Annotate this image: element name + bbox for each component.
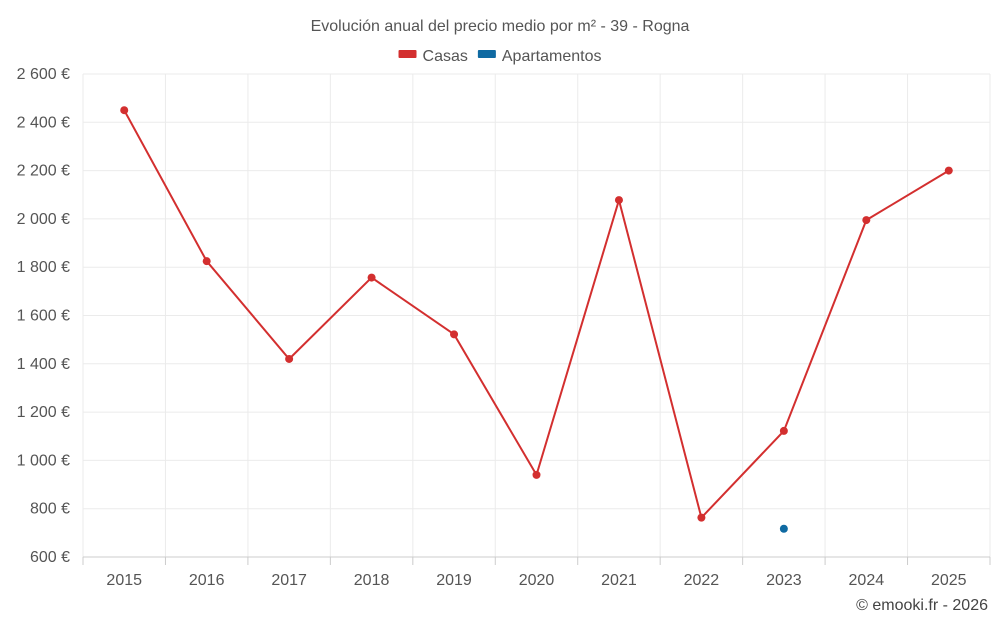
x-tick-label: 2022 [684, 572, 720, 589]
x-tick-label: 2020 [519, 572, 555, 589]
data-point-casas[interactable] [779, 426, 788, 435]
x-axis: 2015 2016 2017 2018 2019 2020 2021 2022 2023 2024… [82, 557, 991, 589]
legend-swatch [398, 50, 417, 58]
x-tick-label: 2015 [106, 572, 142, 589]
x-tick-label: 2018 [354, 572, 390, 589]
legend-label: Casas [423, 48, 468, 65]
data-point-casas[interactable] [367, 273, 376, 282]
y-tick-label: 600 € [30, 549, 70, 566]
data-point-casas[interactable] [614, 196, 623, 205]
y-tick-label: 1 600 € [17, 308, 70, 325]
x-tick-label: 2017 [271, 572, 307, 589]
data-point-casas[interactable] [697, 513, 706, 522]
data-point-casas[interactable] [944, 166, 953, 175]
legend-item-casas[interactable]: Casas [398, 48, 468, 65]
x-tick-label: 2016 [189, 572, 225, 589]
x-tick-label: 2019 [436, 572, 472, 589]
data-point-casas[interactable] [862, 216, 871, 225]
data-point-casas[interactable] [532, 470, 541, 479]
y-tick-label: 1 400 € [17, 356, 70, 373]
credit-text: © emooki.fr - 2026 [856, 597, 988, 614]
y-tick-label: 2 400 € [17, 114, 70, 131]
legend-swatch [477, 50, 496, 58]
legend-item-apartamentos[interactable]: Apartamentos [477, 48, 602, 65]
series-layer [120, 106, 953, 533]
legend-label: Apartamentos [502, 48, 602, 65]
data-point-casas[interactable] [450, 330, 459, 339]
data-point-apartamentos[interactable] [779, 524, 788, 533]
data-point-casas[interactable] [120, 106, 129, 115]
x-tick-label: 2025 [931, 572, 967, 589]
data-point-casas[interactable] [202, 257, 211, 266]
data-point-casas[interactable] [285, 354, 294, 363]
y-tick-label: 1 200 € [17, 404, 70, 421]
y-tick-label: 1 800 € [17, 259, 70, 276]
x-tick-label: 2021 [601, 572, 637, 589]
x-tick-label: 2024 [849, 572, 885, 589]
y-tick-label: 1 000 € [17, 452, 70, 469]
y-tick-label: 2 200 € [17, 163, 70, 180]
y-tick-label: 800 € [30, 501, 70, 518]
x-tick-label: 2023 [766, 572, 802, 589]
legend: Casas Apartamentos [398, 48, 602, 65]
chart-title: Evolución anual del precio medio por m² … [311, 18, 690, 35]
y-axis: 600 € 800 € 1 000 € 1 200 € 1 400 € 1 600 € 1 … [17, 66, 70, 566]
grid [82, 73, 991, 558]
y-tick-label: 2 600 € [17, 66, 70, 83]
y-tick-label: 2 000 € [17, 211, 70, 228]
